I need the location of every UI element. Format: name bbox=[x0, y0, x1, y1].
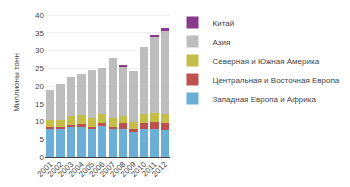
svg-text:0: 0 bbox=[40, 153, 45, 162]
svg-text:2009: 2009 bbox=[119, 159, 138, 178]
svg-text:2012: 2012 bbox=[150, 159, 169, 178]
svg-text:2004: 2004 bbox=[67, 159, 86, 178]
svg-text:2001: 2001 bbox=[36, 159, 55, 178]
svg-text:20: 20 bbox=[35, 82, 44, 91]
svg-text:Западная Европа и Африка: Западная Европа и Африка bbox=[213, 95, 317, 104]
svg-text:Миллионы тонн: Миллионы тонн bbox=[12, 53, 21, 112]
svg-text:Центральная и Восточная Европа: Центральная и Восточная Европа bbox=[213, 76, 340, 85]
svg-text:2005: 2005 bbox=[77, 159, 96, 178]
svg-text:10: 10 bbox=[35, 117, 44, 126]
svg-text:2002: 2002 bbox=[46, 159, 65, 178]
svg-text:Азия: Азия bbox=[213, 38, 231, 47]
svg-text:15: 15 bbox=[35, 100, 44, 109]
svg-text:Северная и Южная Америка: Северная и Южная Америка bbox=[213, 57, 320, 66]
svg-text:5: 5 bbox=[40, 135, 45, 144]
svg-text:25: 25 bbox=[35, 64, 44, 73]
svg-text:2006: 2006 bbox=[88, 159, 107, 178]
svg-text:2007: 2007 bbox=[98, 159, 117, 178]
svg-text:2008: 2008 bbox=[108, 159, 127, 178]
svg-text:30: 30 bbox=[35, 46, 44, 55]
svg-text:2011: 2011 bbox=[140, 159, 159, 178]
svg-text:35: 35 bbox=[35, 29, 44, 38]
svg-text:40: 40 bbox=[35, 11, 44, 20]
svg-text:2003: 2003 bbox=[56, 159, 75, 178]
svg-text:2010: 2010 bbox=[129, 159, 148, 178]
svg-text:Китай: Китай bbox=[213, 19, 235, 28]
